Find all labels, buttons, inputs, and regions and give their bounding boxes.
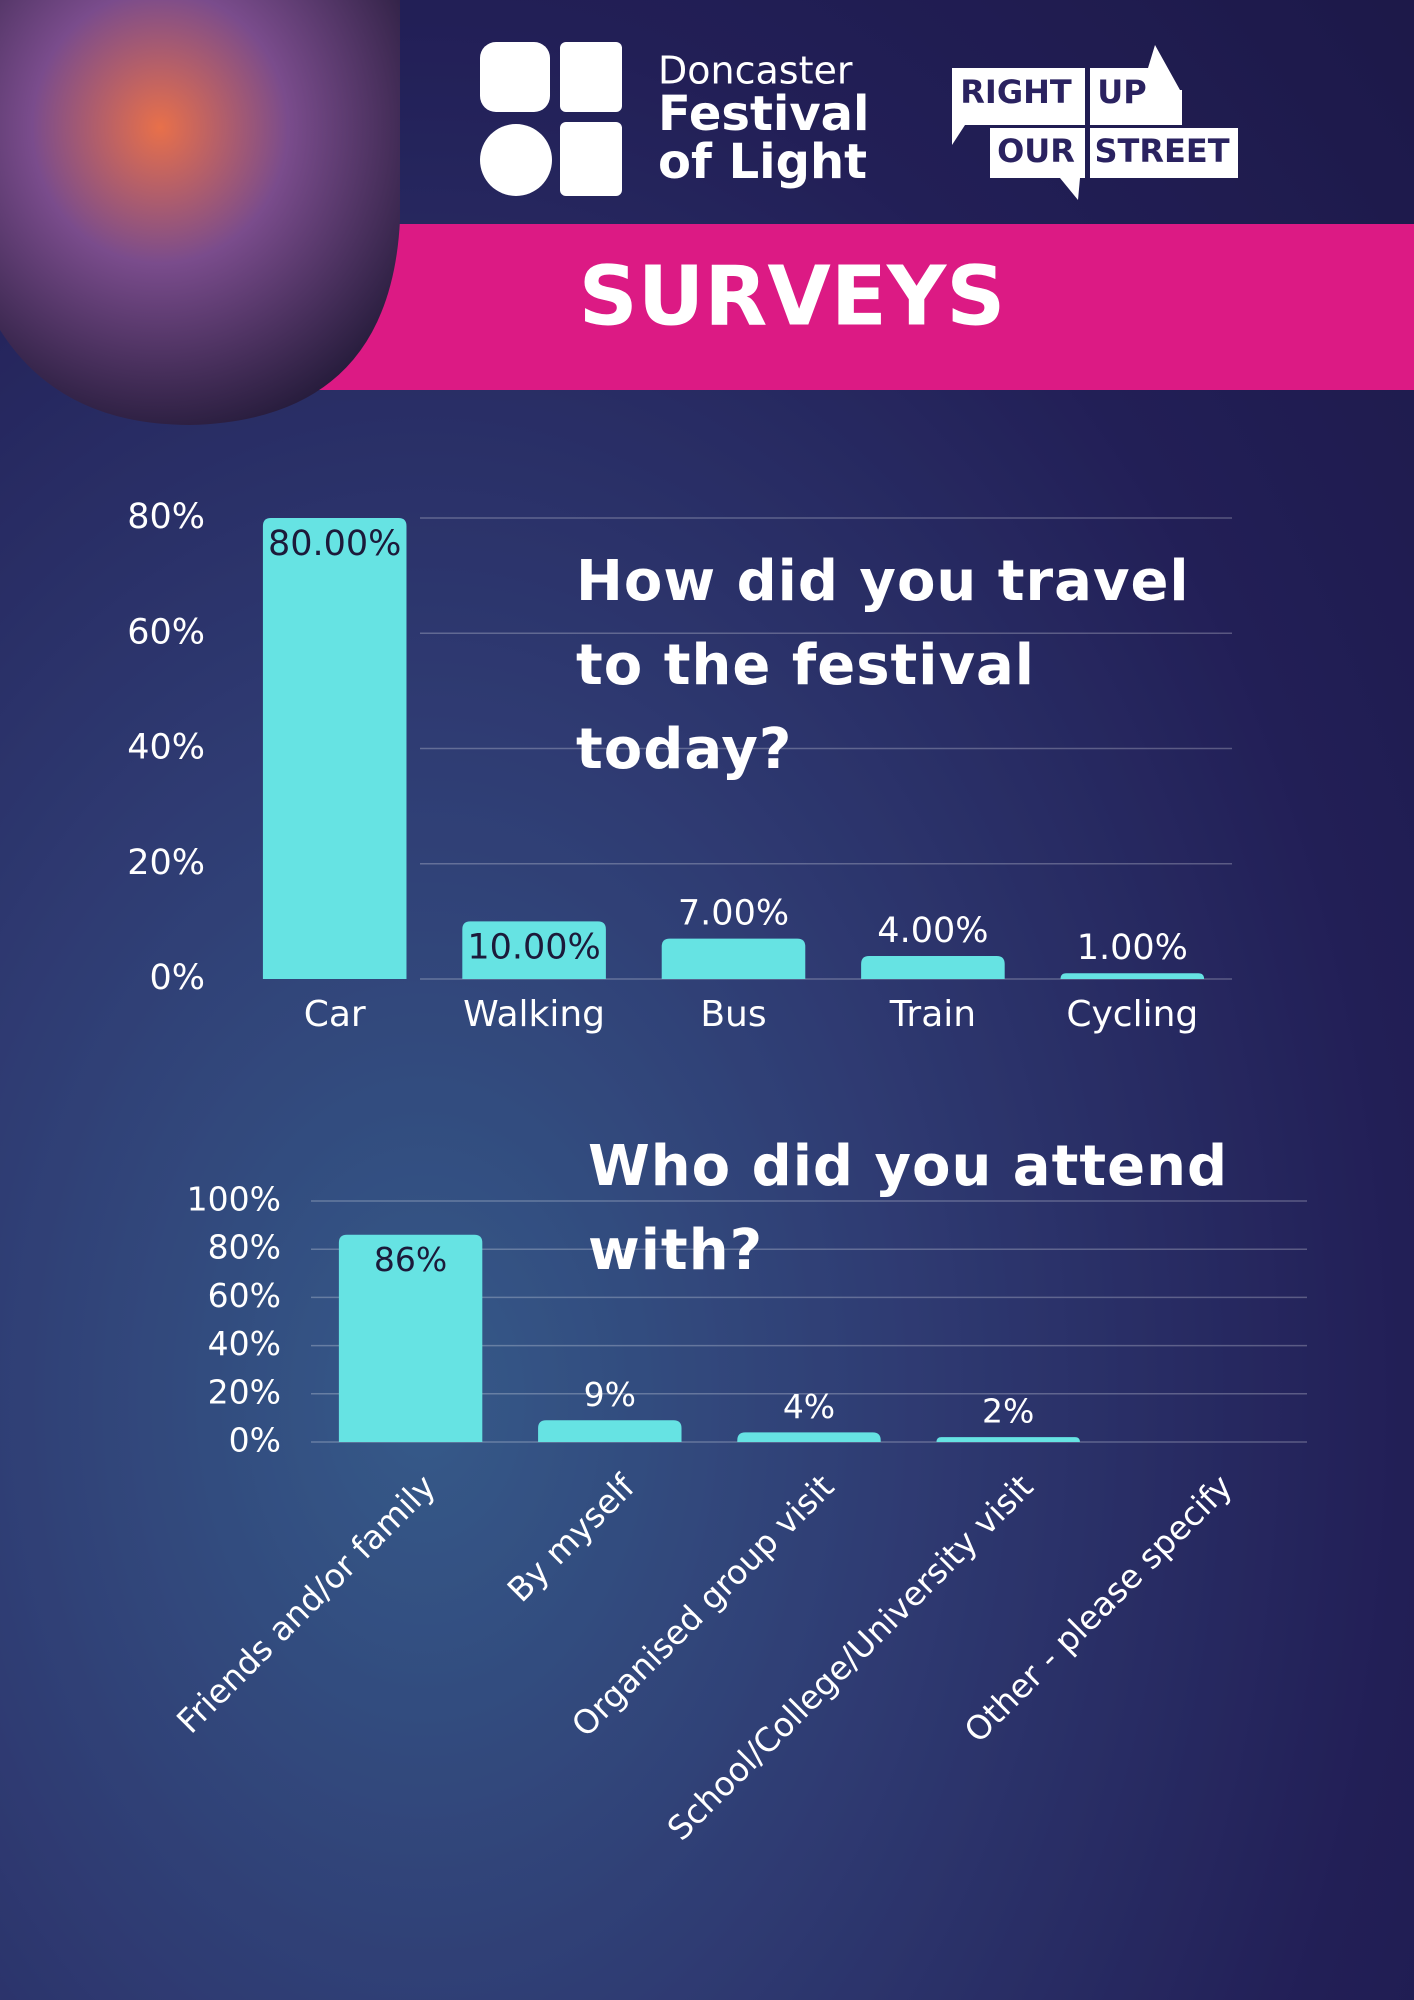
- bar: [338, 1234, 483, 1442]
- value-label: 7.00%: [678, 894, 789, 934]
- value-label: 4.00%: [877, 911, 988, 951]
- bar: [661, 938, 806, 979]
- bar: [538, 1420, 682, 1442]
- y-tick-label: 60%: [208, 1276, 281, 1315]
- title-band: [310, 224, 1414, 390]
- x-tick-label: Cycling: [1066, 994, 1198, 1035]
- x-tick-label: Train: [889, 994, 976, 1035]
- partner-word: OUR: [997, 132, 1075, 170]
- bar: [861, 955, 1005, 979]
- bar: [1060, 973, 1205, 979]
- value-label: 86%: [374, 1240, 447, 1279]
- bar: [262, 518, 407, 979]
- brand-line: Festival: [658, 86, 870, 142]
- photo: [0, 0, 400, 425]
- y-tick-label: 80%: [127, 497, 205, 537]
- y-tick-label: 0%: [229, 1421, 281, 1460]
- partner-word: UP: [1097, 73, 1146, 111]
- y-tick-label: 40%: [127, 728, 205, 768]
- brand-line: of Light: [658, 134, 867, 190]
- value-label: 10.00%: [467, 927, 600, 967]
- partner-word: RIGHT: [960, 73, 1072, 111]
- y-tick-label: 80%: [208, 1228, 281, 1267]
- brand-logo: [480, 42, 622, 196]
- brand-line: Doncaster: [658, 49, 853, 93]
- x-tick-label: Bus: [700, 994, 766, 1035]
- bar: [936, 1437, 1080, 1442]
- value-label: 9%: [584, 1375, 636, 1414]
- y-tick-label: 0%: [149, 958, 205, 998]
- bar: [737, 1432, 881, 1442]
- value-label: 1.00%: [1077, 928, 1188, 968]
- page-title: SURVEYS: [579, 249, 1006, 344]
- y-tick-label: 60%: [127, 612, 205, 652]
- partner-logo: [952, 45, 1238, 200]
- value-label: 2%: [982, 1392, 1034, 1431]
- partner-word: STREET: [1094, 132, 1229, 170]
- value-label: 4%: [783, 1387, 835, 1426]
- y-tick-label: 20%: [208, 1372, 281, 1411]
- value-label: 80.00%: [268, 524, 401, 564]
- bar: [462, 921, 606, 979]
- x-tick-label: Walking: [463, 994, 605, 1035]
- y-tick-label: 20%: [127, 843, 205, 883]
- y-tick-label: 40%: [208, 1324, 281, 1363]
- x-tick-label: Car: [304, 994, 366, 1035]
- chart-title: How did you travel to the festival today…: [576, 549, 1190, 782]
- chart-title: Who did you attend with?: [588, 1134, 1229, 1283]
- y-tick-label: 100%: [187, 1180, 281, 1219]
